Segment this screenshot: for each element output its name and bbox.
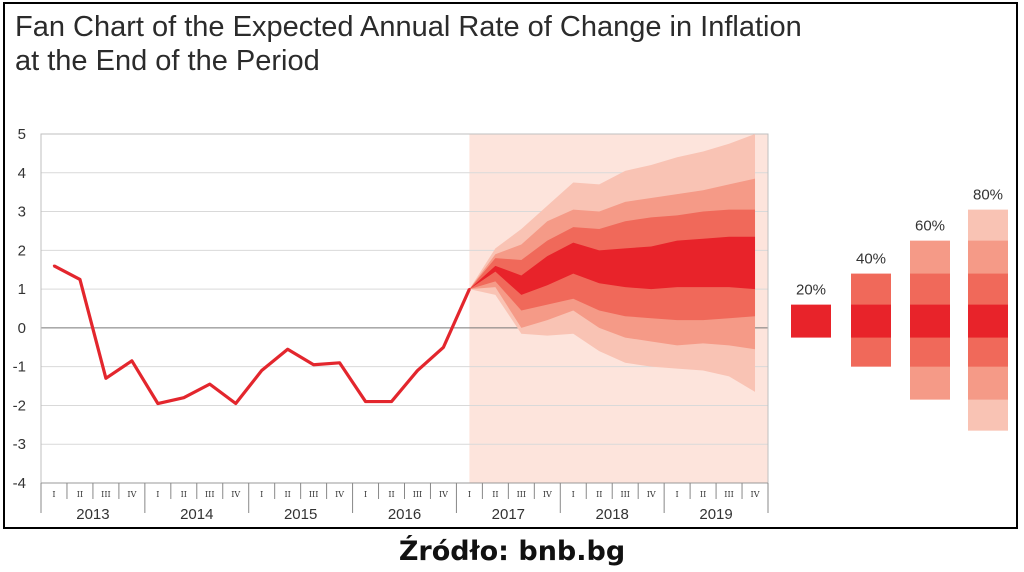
- chart-title: Fan Chart of the Expected Annual Rate of…: [15, 10, 802, 78]
- quarter-label: II: [181, 490, 187, 499]
- y-tick-label: -1: [13, 359, 26, 376]
- chart-title-line1: Fan Chart of the Expected Annual Rate of…: [15, 11, 802, 43]
- y-tick-label: -3: [13, 436, 26, 453]
- inflation-point: [156, 402, 160, 405]
- inflation-point: [390, 400, 393, 403]
- quarter-label: III: [101, 490, 110, 499]
- inflation-point: [78, 278, 82, 281]
- quarter-label: II: [700, 490, 706, 499]
- legend-bar-40: [851, 304, 891, 338]
- inflation-point: [442, 346, 445, 349]
- quarter-label: IV: [751, 490, 760, 499]
- year-label: 2019: [699, 506, 732, 523]
- year-label: 2016: [388, 506, 421, 523]
- quarter-label: IV: [335, 490, 344, 499]
- inflation-point: [312, 363, 315, 366]
- quarter-label: I: [52, 490, 55, 499]
- quarter-label: III: [724, 490, 733, 499]
- inflation-point: [286, 348, 289, 351]
- legend-bar-80: [968, 304, 1008, 338]
- quarter-label: I: [364, 490, 367, 499]
- quarter-label: I: [572, 490, 575, 499]
- inflation-point: [130, 359, 134, 363]
- quarter-label: I: [468, 490, 471, 499]
- fan-band-20: [469, 236, 756, 295]
- year-label: 2013: [76, 506, 109, 523]
- quarter-label: IV: [543, 490, 552, 499]
- inflation-point: [104, 377, 108, 380]
- legend-label: 60%: [915, 218, 945, 235]
- inflation-point: [52, 264, 56, 268]
- inflation-point: [208, 382, 211, 386]
- y-tick-label: 3: [18, 204, 26, 221]
- quarter-label: IV: [439, 490, 448, 499]
- inflation-point: [260, 369, 263, 372]
- quarter-label: II: [284, 490, 290, 499]
- y-tick-label: 2: [18, 242, 26, 259]
- quarter-label: II: [596, 490, 602, 499]
- quarter-label: III: [517, 490, 526, 499]
- y-tick-label: 0: [18, 320, 26, 337]
- chart-title-line2: at the End of the Period: [15, 45, 320, 77]
- y-tick-label: 4: [18, 165, 26, 182]
- legend-label: 20%: [796, 282, 826, 299]
- inflation-point: [234, 402, 237, 405]
- inflation-point: [468, 287, 471, 291]
- quarter-label: IV: [231, 490, 240, 499]
- year-label: 2015: [284, 506, 317, 523]
- inflation-point: [182, 396, 186, 399]
- quarter-label: II: [77, 490, 83, 499]
- y-tick-label: -4: [13, 475, 26, 492]
- legend-bar-60: [910, 304, 950, 338]
- year-label: 2017: [492, 506, 525, 523]
- inflation-line: [53, 264, 471, 406]
- quarter-label: III: [413, 490, 422, 499]
- inflation-point: [364, 400, 367, 403]
- legend-label: 80%: [973, 187, 1003, 204]
- year-label: 2018: [596, 506, 629, 523]
- inflation-point: [338, 361, 341, 364]
- quarter-label: II: [388, 490, 394, 499]
- quarter-label: III: [620, 490, 629, 499]
- quarter-label: IV: [647, 490, 656, 499]
- quarter-label: III: [309, 490, 318, 499]
- source-caption: Źródło: bnb.bg: [398, 536, 626, 567]
- legend-bar-20: [791, 304, 831, 338]
- y-tick-label: -2: [13, 397, 26, 414]
- quarter-label: III: [205, 490, 214, 499]
- quarter-label: I: [156, 490, 159, 499]
- y-tick-label: 1: [18, 281, 26, 298]
- quarter-label: IV: [127, 490, 136, 499]
- legend-label: 40%: [856, 251, 886, 268]
- quarter-label: II: [492, 490, 498, 499]
- year-label: 2014: [180, 506, 213, 523]
- inflation-point: [416, 369, 419, 372]
- y-tick-label: 5: [18, 126, 26, 143]
- quarter-label: I: [676, 490, 679, 499]
- quarter-label: I: [260, 490, 263, 499]
